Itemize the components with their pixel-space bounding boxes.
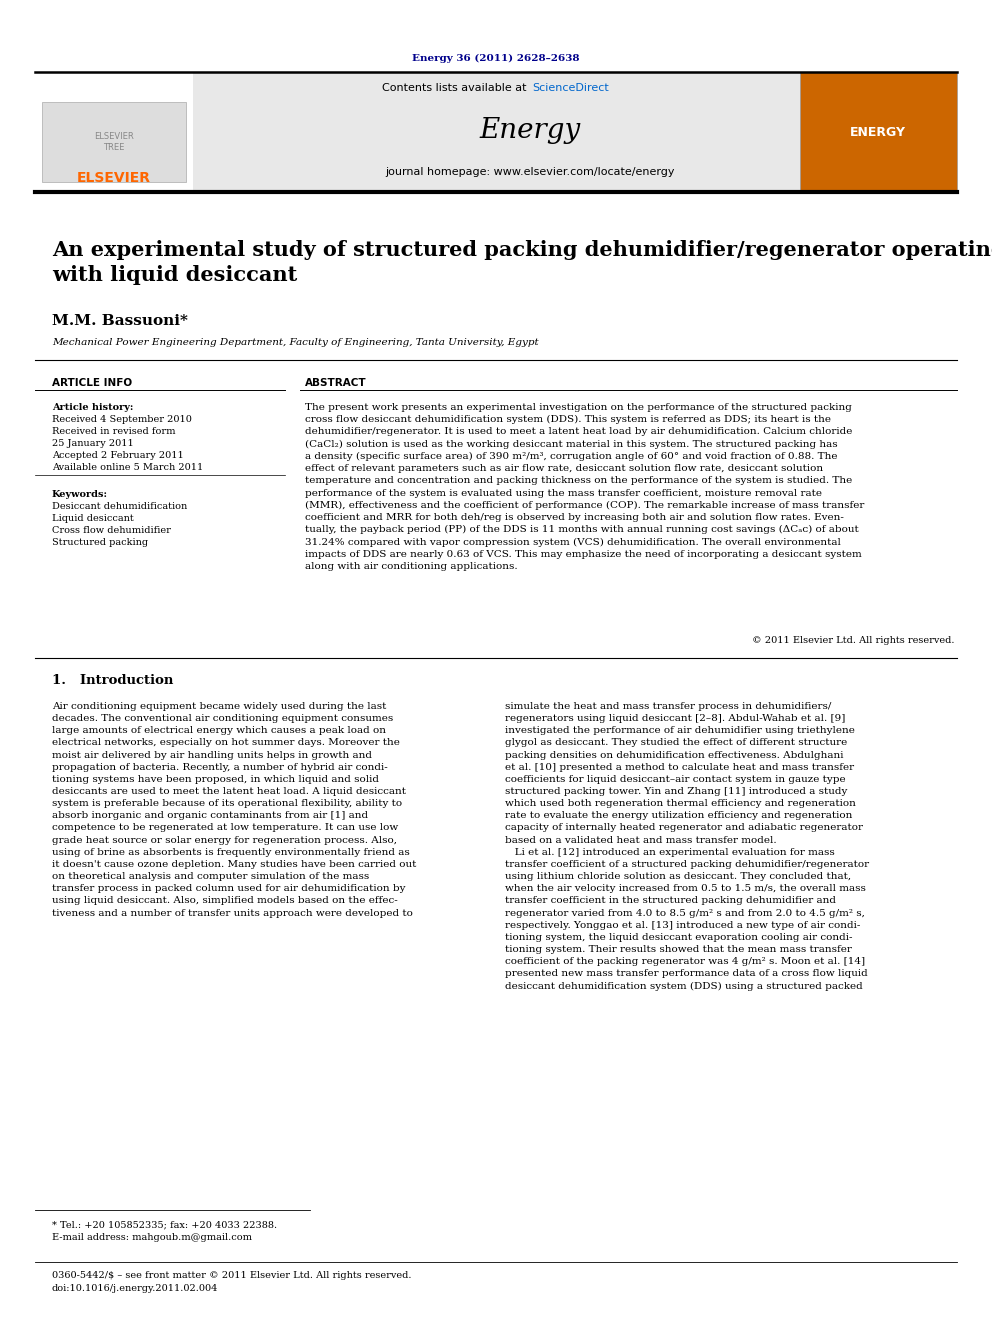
Text: ABSTRACT: ABSTRACT xyxy=(305,378,367,388)
Text: Received in revised form: Received in revised form xyxy=(52,427,176,437)
Bar xyxy=(42,102,186,183)
Text: Article history:: Article history: xyxy=(52,404,133,411)
Text: Accepted 2 February 2011: Accepted 2 February 2011 xyxy=(52,451,184,460)
Text: ENERGY: ENERGY xyxy=(850,126,906,139)
Text: M.M. Bassuoni*: M.M. Bassuoni* xyxy=(52,314,187,328)
Text: ELSEVIER
TREE: ELSEVIER TREE xyxy=(94,132,134,152)
Text: Desiccant dehumidification: Desiccant dehumidification xyxy=(52,501,187,511)
Text: Structured packing: Structured packing xyxy=(52,538,148,546)
Bar xyxy=(35,71,957,192)
Text: Energy: Energy xyxy=(479,116,580,143)
Text: The present work presents an experimental investigation on the performance of th: The present work presents an experimenta… xyxy=(305,404,864,572)
Text: Air conditioning equipment became widely used during the last
decades. The conve: Air conditioning equipment became widely… xyxy=(52,703,417,918)
Text: 0360-5442/$ – see front matter © 2011 Elsevier Ltd. All rights reserved.: 0360-5442/$ – see front matter © 2011 El… xyxy=(52,1271,412,1279)
Text: Keywords:: Keywords: xyxy=(52,490,108,499)
Bar xyxy=(800,71,957,192)
Text: ELSEVIER: ELSEVIER xyxy=(77,171,151,185)
Text: 25 January 2011: 25 January 2011 xyxy=(52,439,134,448)
Text: journal homepage: www.elsevier.com/locate/energy: journal homepage: www.elsevier.com/locat… xyxy=(385,167,675,177)
Text: Energy 36 (2011) 2628–2638: Energy 36 (2011) 2628–2638 xyxy=(413,53,579,62)
Text: Mechanical Power Engineering Department, Faculty of Engineering, Tanta Universit: Mechanical Power Engineering Department,… xyxy=(52,337,539,347)
Text: Liquid desiccant: Liquid desiccant xyxy=(52,515,134,523)
Text: 1.   Introduction: 1. Introduction xyxy=(52,673,174,687)
Text: ScienceDirect: ScienceDirect xyxy=(532,83,609,93)
Text: doi:10.1016/j.energy.2011.02.004: doi:10.1016/j.energy.2011.02.004 xyxy=(52,1285,218,1293)
Text: simulate the heat and mass transfer process in dehumidifiers/
regenerators using: simulate the heat and mass transfer proc… xyxy=(505,703,869,991)
Text: Contents lists available at: Contents lists available at xyxy=(382,83,530,93)
Bar xyxy=(35,71,193,192)
Text: Received 4 September 2010: Received 4 September 2010 xyxy=(52,415,191,423)
Text: * Tel.: +20 105852335; fax: +20 4033 22388.: * Tel.: +20 105852335; fax: +20 4033 223… xyxy=(52,1220,277,1229)
Text: © 2011 Elsevier Ltd. All rights reserved.: © 2011 Elsevier Ltd. All rights reserved… xyxy=(753,636,955,646)
Text: Cross flow dehumidifier: Cross flow dehumidifier xyxy=(52,527,171,534)
Text: An experimental study of structured packing dehumidifier/regenerator operating
w: An experimental study of structured pack… xyxy=(52,239,992,284)
Text: ARTICLE INFO: ARTICLE INFO xyxy=(52,378,132,388)
Text: Available online 5 March 2011: Available online 5 March 2011 xyxy=(52,463,203,472)
Text: E-mail address: mahgoub.m@gmail.com: E-mail address: mahgoub.m@gmail.com xyxy=(52,1233,252,1242)
